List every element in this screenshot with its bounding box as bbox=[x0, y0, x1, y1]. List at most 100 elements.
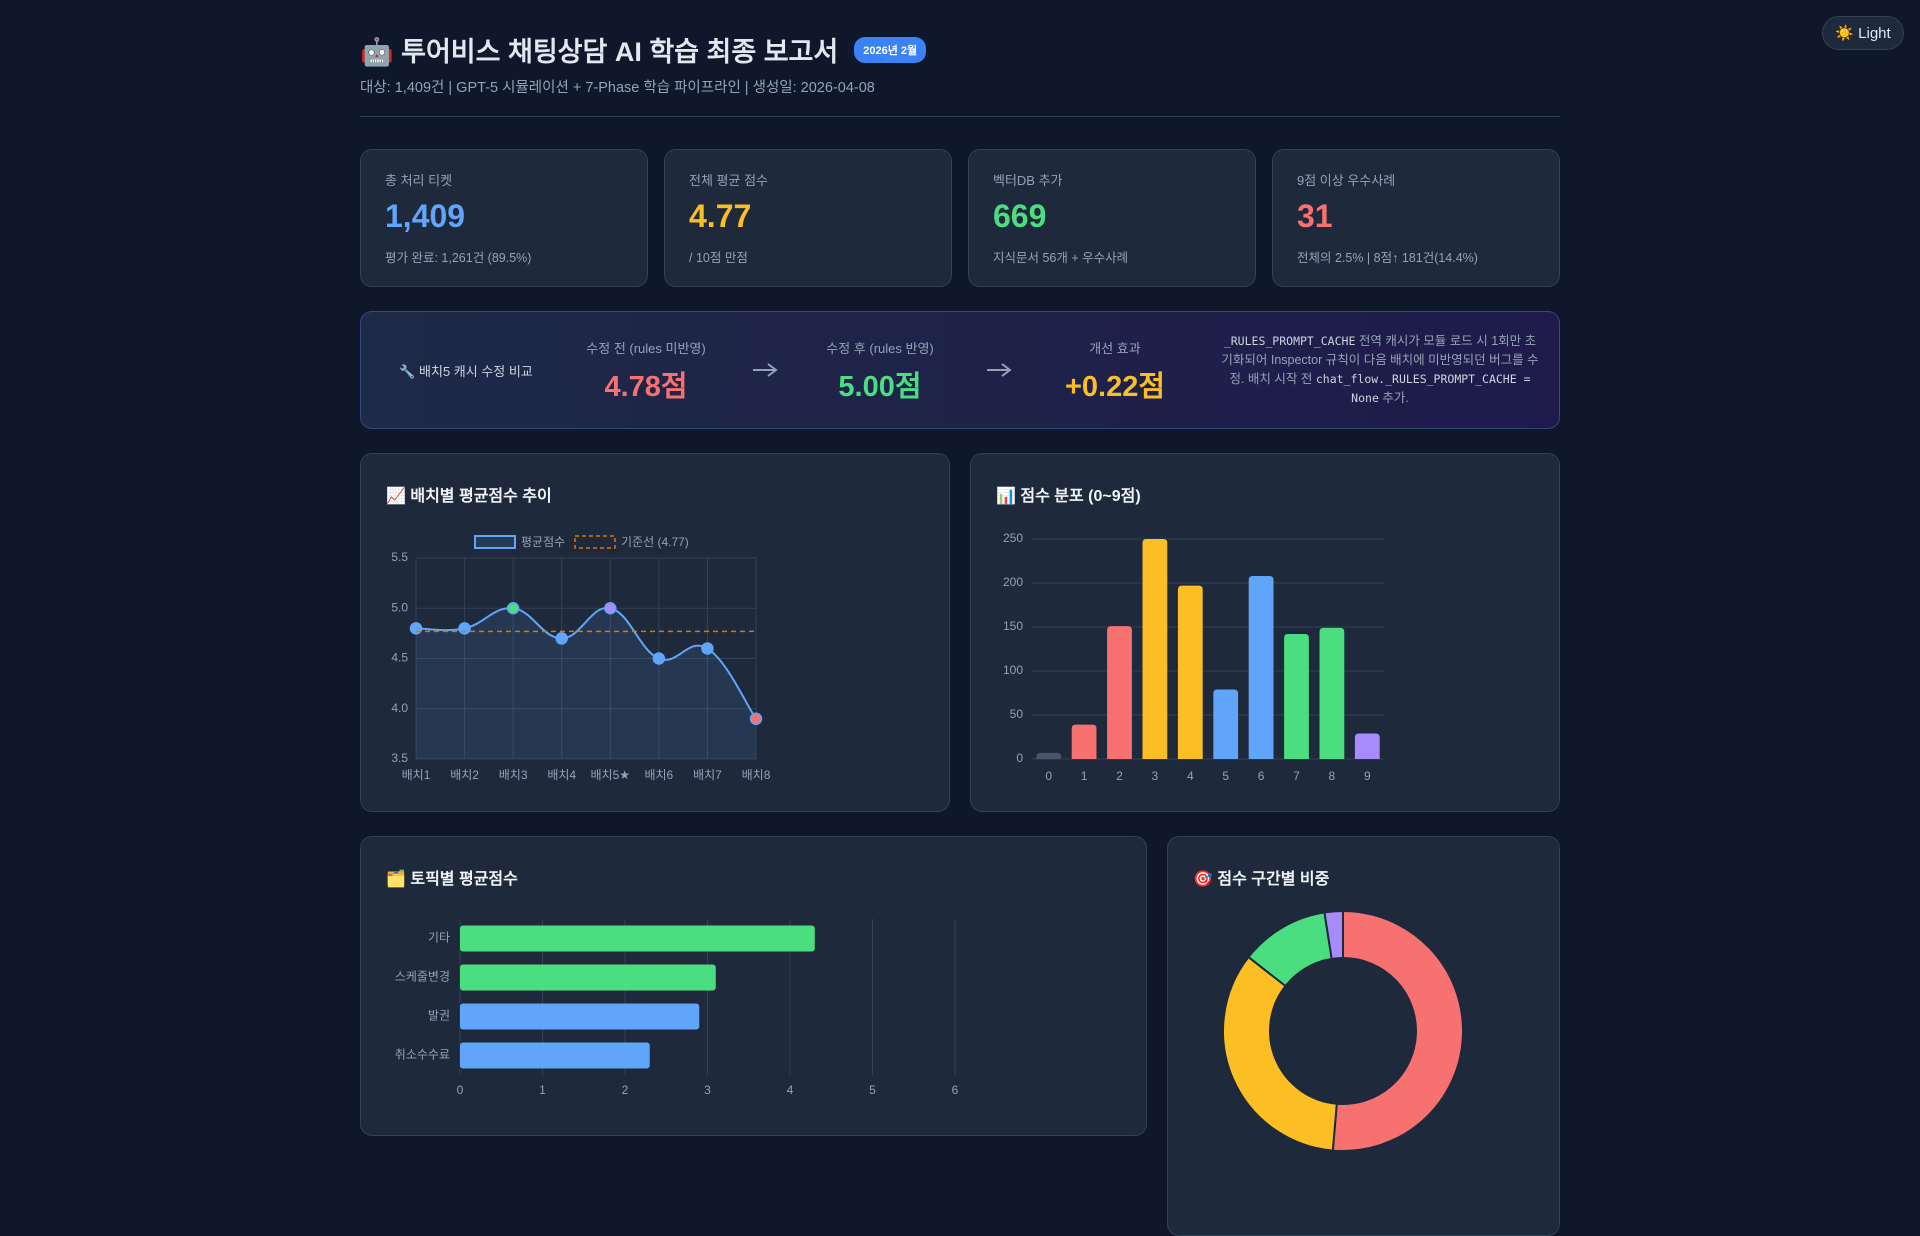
comparison-panel: 🔧 배치5 캐시 수정 비교 수정 전 (rules 미반영) 4.78점 수정… bbox=[360, 311, 1560, 429]
x-tick-label: 5 bbox=[1222, 769, 1229, 783]
effect-block: 개선 효과 +0.22점 bbox=[1065, 338, 1165, 405]
page-title: 🤖 투어비스 채팅상담 AI 학습 최종 보고서 bbox=[360, 37, 839, 67]
y-tick-label: 발권 bbox=[428, 1009, 450, 1023]
kpi-label: 벡터DB 추가 bbox=[993, 173, 1063, 188]
page: ☀️ Light 🤖 투어비스 채팅상담 AI 학습 최종 보고서 2026년 … bbox=[360, 16, 1904, 1236]
code: chat_flow._RULES_PROMPT_CACHE = None bbox=[1315, 372, 1531, 405]
kpi-sub: 평가 완료: 1,261건 (89.5%) bbox=[385, 251, 532, 265]
bar bbox=[460, 1003, 700, 1030]
donut-segment bbox=[1323, 909, 1344, 961]
legend-swatch bbox=[574, 535, 616, 549]
x-tick-label: 8 bbox=[1329, 769, 1336, 783]
point bbox=[458, 622, 471, 635]
legend-swatch bbox=[474, 535, 516, 549]
point bbox=[652, 652, 666, 665]
x-tick-label: 1 bbox=[1081, 769, 1088, 783]
y-tick-label: 4.0 bbox=[391, 701, 408, 715]
bar bbox=[1107, 626, 1132, 759]
y-tick-label: 5.0 bbox=[391, 600, 408, 614]
kpi-card: 벡터DB 추가 669 지식문서 56개 + 우수사례 bbox=[968, 149, 1256, 287]
x-tick-label: 6 bbox=[952, 1083, 959, 1097]
before-label: 수정 전 (rules 미반영) bbox=[586, 341, 706, 356]
kpi-label: 전체 평균 점수 bbox=[689, 173, 768, 188]
x-tick-label: 배치2 bbox=[450, 768, 479, 782]
subtitle: 대상: 1,409건 | GPT-5 시뮬레이션 + 7-Phase 학습 파이… bbox=[360, 80, 875, 96]
bar bbox=[460, 925, 815, 952]
chart-title: 🎯 점수 구간별 비중 bbox=[1193, 871, 1330, 888]
x-tick-label: 6 bbox=[1258, 769, 1265, 783]
y-tick-label: 3.5 bbox=[391, 751, 408, 765]
line-area bbox=[416, 607, 756, 759]
effect-value: +0.22점 bbox=[1064, 371, 1166, 403]
bar bbox=[1248, 575, 1274, 759]
arrow bbox=[987, 363, 1012, 377]
before-value: 4.78점 bbox=[604, 371, 688, 403]
y-tick-label: 50 bbox=[1010, 707, 1024, 721]
x-tick-label: 배치5★ bbox=[591, 768, 631, 782]
x-tick-label: 배치7 bbox=[693, 768, 722, 782]
x-tick-label: 4 bbox=[787, 1083, 794, 1097]
y-tick-label: 0 bbox=[1016, 751, 1023, 765]
x-tick-label: 배치1 bbox=[402, 768, 431, 782]
y-tick-label: 100 bbox=[1003, 663, 1023, 677]
kpi-sub: 전체의 2.5% | 8점↑ 181건(14.4%) bbox=[1297, 251, 1478, 265]
x-tick-label: 3 bbox=[1152, 769, 1159, 783]
chart-card: 📊 점수 분포 (0~9점) 0 50 100 150 200 250 0 1 2 3 4 5 6 7 8 9 bbox=[970, 453, 1560, 812]
x-tick-label: 2 bbox=[1116, 769, 1123, 783]
point bbox=[506, 602, 520, 615]
arrow bbox=[753, 363, 778, 377]
theme-toggle[interactable]: ☀️ Light bbox=[1822, 16, 1904, 50]
bar bbox=[1213, 689, 1239, 759]
y-tick-label: 스케줄변경 bbox=[395, 970, 450, 984]
period-badge: 2026년 2월 bbox=[854, 36, 927, 63]
y-tick-label: 4.5 bbox=[391, 651, 408, 665]
legend-label: 평균점수 bbox=[521, 535, 565, 549]
note-text: 추가. bbox=[1378, 391, 1409, 405]
x-tick-label: 0 bbox=[457, 1083, 464, 1097]
bar bbox=[1177, 585, 1203, 759]
point bbox=[409, 622, 423, 635]
x-tick-label: 배치3 bbox=[499, 768, 528, 782]
bar bbox=[460, 1042, 650, 1069]
x-tick-label: 4 bbox=[1187, 769, 1194, 783]
chart-title: 🗂️ 토픽별 평균점수 bbox=[386, 871, 518, 888]
before-block: 수정 전 (rules 미반영) 4.78점 bbox=[586, 338, 705, 405]
chart-svg: 0 50 100 150 200 250 0 1 2 3 4 5 6 7 8 9 bbox=[1003, 531, 1385, 783]
y-tick-label: 기타 bbox=[428, 931, 450, 945]
bar bbox=[1284, 634, 1309, 759]
chart-card: 🗂️ 토픽별 평균점수 0 1 2 3 4 5 6 기타 스케줄변경 발권 취소수수료 bbox=[360, 836, 1147, 1136]
y-tick-label: 150 bbox=[1003, 619, 1023, 633]
x-tick-label: 배치4 bbox=[547, 768, 576, 782]
divider bbox=[360, 116, 1560, 117]
x-tick-label: 배치8 bbox=[742, 768, 771, 782]
point bbox=[604, 602, 617, 615]
y-tick-label: 취소수수료 bbox=[395, 1048, 450, 1062]
point bbox=[749, 712, 763, 726]
x-tick-label: 5 bbox=[869, 1083, 876, 1097]
y-tick-label: 200 bbox=[1003, 575, 1023, 589]
y-tick-label: 5.5 bbox=[391, 550, 408, 564]
kpi-card: 총 처리 티켓 1,409 평가 완료: 1,261건 (89.5%) bbox=[360, 149, 648, 287]
kpi-value: 669 bbox=[993, 198, 1047, 234]
x-tick-label: 7 bbox=[1293, 769, 1300, 783]
after-label: 수정 후 (rules 반영) bbox=[826, 341, 934, 356]
chart-svg: 3.5 4.0 4.5 5.0 5.5 배치1 배치2 배치3 배치4 배치5★ 배치6 배치7 배치8… bbox=[391, 535, 771, 782]
code: _RULES_PROMPT_CACHE bbox=[1223, 334, 1356, 348]
fix-note: _RULES_PROMPT_CACHE 전역 캐시가 모듈 로드 시 1회만 초… bbox=[1221, 332, 1539, 408]
chart-title: 📊 점수 분포 (0~9점) bbox=[996, 488, 1141, 505]
header: 🤖 투어비스 채팅상담 AI 학습 최종 보고서 2026년 2월 bbox=[360, 30, 927, 69]
note-text: 전역 캐시가 모듈 로드 시 1회만 초기화되어 Inspector 규칙이 다… bbox=[1221, 334, 1539, 386]
kpi-sub: 지식문서 56개 + 우수사례 bbox=[993, 251, 1129, 265]
x-tick-label: 1 bbox=[539, 1083, 546, 1097]
donut-segment bbox=[1222, 955, 1338, 1152]
chart-card: 🎯 점수 구간별 비중 bbox=[1167, 836, 1560, 1236]
after-block: 수정 후 (rules 반영) 5.00점 bbox=[826, 338, 933, 405]
kpi-label: 총 처리 티켓 bbox=[385, 173, 453, 188]
kpi-value: 1,409 bbox=[385, 198, 466, 234]
y-tick-label: 250 bbox=[1003, 531, 1023, 545]
x-tick-label: 3 bbox=[704, 1083, 711, 1097]
legend-label: 기준선 (4.77) bbox=[621, 535, 689, 549]
chart-title: 📈 배치별 평균점수 추이 bbox=[386, 488, 552, 505]
after-value: 5.00점 bbox=[838, 371, 922, 403]
